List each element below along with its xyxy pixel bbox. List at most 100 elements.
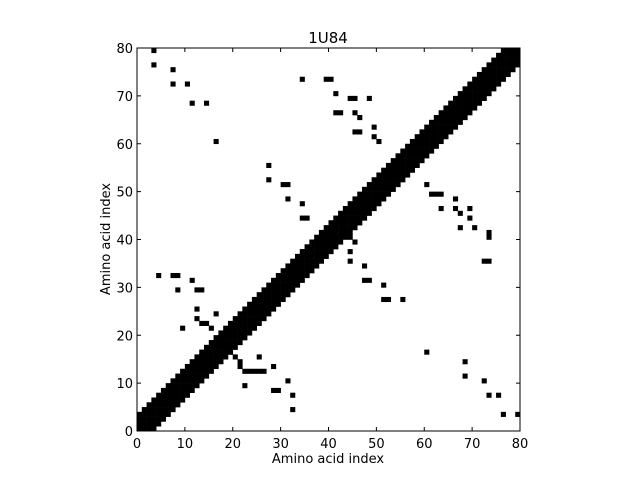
diagonal-contact-cell (204, 349, 210, 355)
diagonal-contact-cell (500, 67, 506, 73)
diagonal-contact-cell (304, 268, 310, 274)
contact-cell (347, 258, 353, 264)
diagonal-contact-cell (199, 349, 205, 355)
y-tick-label: 30 (116, 281, 133, 296)
diagonal-contact-cell (309, 258, 315, 264)
diagonal-contact-cell (496, 81, 502, 87)
diagonal-contact-cell (405, 172, 411, 178)
diagonal-contact-cell (223, 340, 229, 346)
diagonal-contact-cell (294, 277, 301, 283)
diagonal-contact-cell (419, 138, 425, 145)
diagonal-contact-cell (510, 57, 516, 63)
diagonal-contact-cell (481, 81, 487, 87)
diagonal-contact-cell (409, 153, 415, 159)
diagonal-contact-cell (314, 244, 320, 250)
diagonal-contact-cell (151, 416, 157, 422)
diagonal-contact-cell (199, 363, 205, 370)
diagonal-contact-cell (390, 177, 396, 183)
diagonal-contact-cell (376, 196, 382, 202)
diagonal-contact-cell (338, 229, 344, 236)
diagonal-contact-cell (204, 368, 210, 374)
contact-cell (338, 215, 344, 221)
diagonal-contact-cell (500, 76, 506, 82)
diagonal-contact-cell (251, 296, 257, 303)
contact-cell (462, 359, 468, 365)
diagonal-contact-cell (366, 196, 372, 202)
diagonal-contact-cell (261, 306, 267, 312)
diagonal-contact-cell (323, 244, 329, 250)
diagonal-contact-cell (328, 229, 334, 236)
diagonal-contact-cell (347, 215, 353, 221)
diagonal-contact-cell (194, 359, 200, 365)
diagonal-contact-cell (299, 268, 305, 274)
diagonal-contact-cell (452, 119, 459, 125)
diagonal-contact-cell (232, 316, 238, 322)
diagonal-contact-cell (208, 340, 214, 346)
x-axis-label: Amino acid index (272, 452, 384, 467)
diagonal-contact-cell (318, 258, 325, 264)
diagonal-contact-cell (457, 119, 463, 125)
diagonal-contact-cell (357, 201, 363, 207)
diagonal-contact-cell (433, 119, 439, 125)
diagonal-contact-cell (323, 239, 329, 245)
diagonal-contact-cell (467, 105, 473, 111)
diagonal-contact-cell (251, 325, 257, 331)
contact-cell (352, 239, 358, 245)
diagonal-contact-cell (505, 48, 511, 54)
diagonal-contact-cell (275, 277, 281, 283)
diagonal-contact-cell (328, 234, 334, 240)
diagonal-contact-cell (180, 383, 186, 389)
diagonal-contact-cell (189, 387, 195, 393)
diagonal-contact-cell (251, 311, 257, 317)
diagonal-contact-cell (314, 249, 320, 255)
diagonal-contact-cell (419, 153, 425, 159)
diagonal-contact-cell (385, 186, 392, 192)
diagonal-contact-cell (299, 249, 305, 255)
diagonal-contact-cell (414, 158, 420, 164)
y-tick-label: 40 (116, 234, 133, 249)
diagonal-contact-cell (371, 191, 377, 197)
diagonal-contact-cell (409, 143, 415, 149)
diagonal-contact-cell (251, 320, 257, 326)
diagonal-contact-cell (376, 186, 382, 192)
diagonal-contact-cell (266, 287, 272, 293)
contact-cell (362, 263, 368, 269)
diagonal-contact-cell (247, 330, 253, 336)
contact-cell (175, 287, 181, 293)
diagonal-contact-cell (285, 268, 291, 274)
diagonal-contact-cell (419, 143, 425, 149)
contact-cell (242, 368, 248, 374)
diagonal-contact-cell (328, 225, 334, 231)
x-tick-label: 40 (320, 437, 337, 452)
contact-cell (338, 110, 344, 116)
diagonal-contact-cell (266, 282, 272, 288)
contact-cell (299, 201, 305, 207)
diagonal-contact-cell (189, 363, 195, 370)
diagonal-contact-cell (318, 229, 325, 236)
diagonal-contact-cell (199, 368, 205, 374)
diagonal-contact-cell (175, 397, 181, 403)
diagonal-contact-cell (266, 306, 272, 312)
diagonal-contact-cell (515, 62, 521, 68)
diagonal-contact-cell (232, 325, 238, 331)
diagonal-contact-cell (137, 421, 143, 427)
diagonal-contact-cell (251, 306, 257, 312)
diagonal-contact-cell (175, 402, 181, 408)
diagonal-contact-cell (290, 277, 296, 283)
diagonal-contact-cell (381, 177, 387, 183)
diagonal-contact-cell (328, 244, 334, 250)
diagonal-contact-cell (342, 225, 348, 231)
x-tick-label: 80 (512, 437, 529, 452)
diagonal-contact-cell (342, 229, 348, 236)
y-tick-label: 20 (116, 329, 133, 344)
diagonal-contact-cell (304, 263, 310, 269)
diagonal-contact-cell (400, 162, 406, 168)
diagonal-contact-cell (467, 86, 473, 92)
diagonal-contact-cell (275, 282, 281, 288)
diagonal-contact-cell (242, 325, 248, 331)
contact-cell (438, 191, 444, 197)
diagonal-contact-cell (414, 134, 420, 140)
diagonal-contact-cell (184, 373, 190, 379)
contact-cell (266, 177, 272, 183)
contact-cell (175, 273, 181, 279)
